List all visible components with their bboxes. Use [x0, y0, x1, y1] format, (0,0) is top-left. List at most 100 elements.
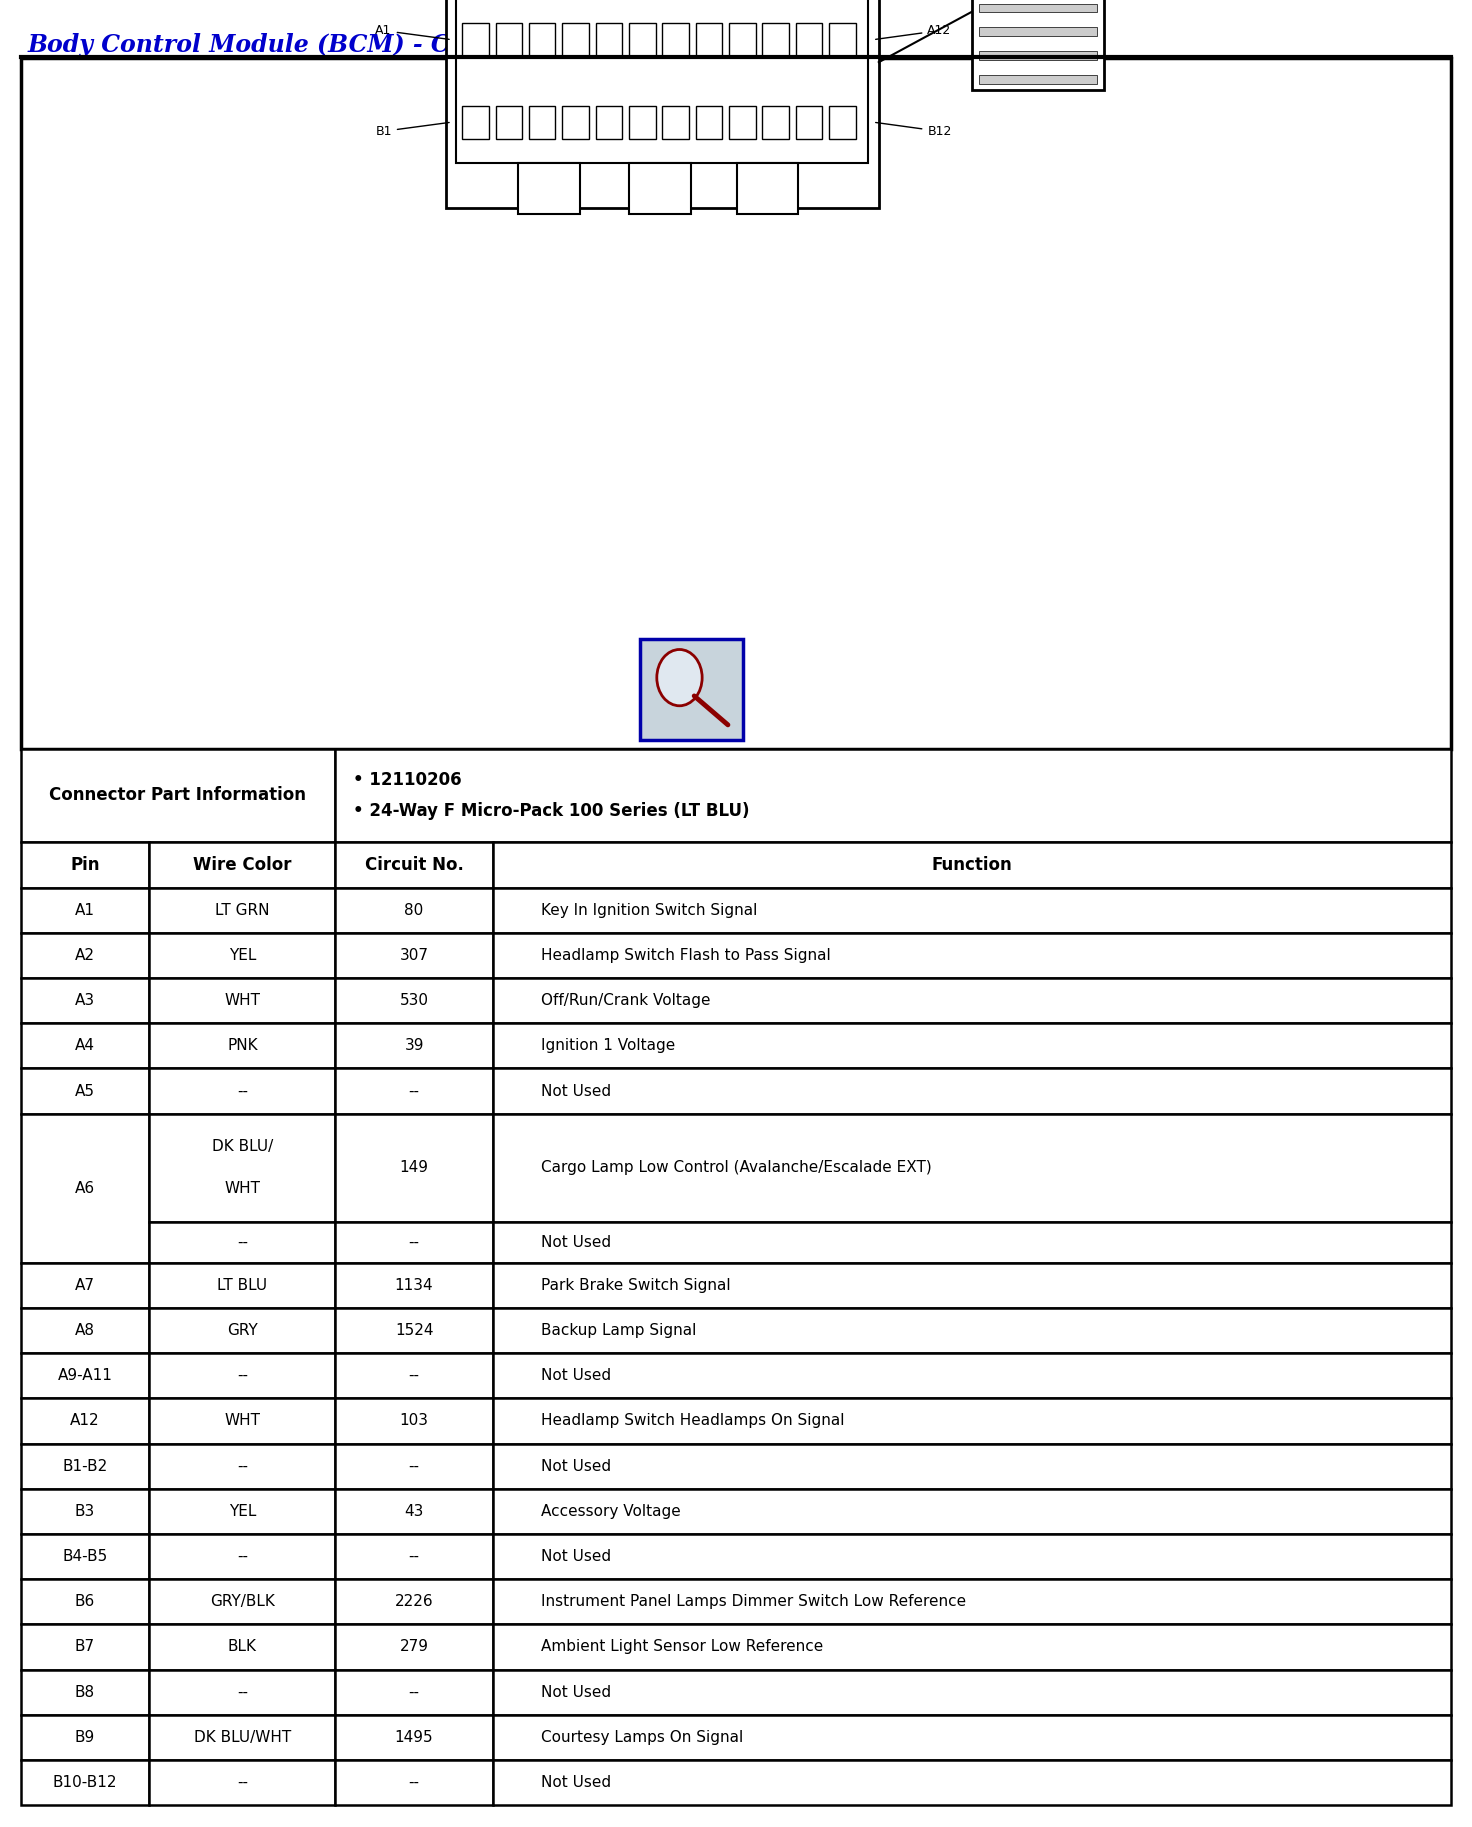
Text: • 12110206
• 24-Way F Micro-Pack 100 Series (LT BLU): • 12110206 • 24-Way F Micro-Pack 100 Ser…: [353, 771, 749, 820]
Bar: [21, 1670, 149, 1716]
Text: A1: A1: [75, 903, 96, 917]
Bar: [149, 1670, 336, 1716]
Bar: [762, 106, 789, 139]
Bar: [662, 24, 689, 57]
Text: YEL: YEL: [228, 1504, 256, 1518]
Bar: [336, 977, 493, 1023]
Bar: [149, 1023, 336, 1069]
Text: GRY/BLK: GRY/BLK: [210, 1595, 275, 1610]
Text: Accessory Voltage: Accessory Voltage: [540, 1504, 680, 1518]
Text: 530: 530: [399, 994, 428, 1009]
Bar: [493, 1069, 1451, 1114]
Bar: [493, 1579, 1451, 1624]
Bar: [496, 106, 523, 139]
Text: --: --: [409, 1458, 420, 1474]
Bar: [149, 1535, 336, 1579]
Bar: [796, 24, 823, 57]
Text: LT GRN: LT GRN: [215, 903, 269, 917]
Bar: [979, 51, 1097, 60]
Text: Not Used: Not Used: [540, 1458, 611, 1474]
Text: A12: A12: [71, 1414, 100, 1429]
Bar: [336, 1354, 493, 1398]
Bar: [629, 24, 655, 57]
Bar: [336, 1716, 493, 1759]
Text: --: --: [409, 1235, 420, 1250]
Bar: [446, 0, 879, 208]
Bar: [149, 1354, 336, 1398]
Bar: [336, 888, 493, 934]
Text: A7: A7: [75, 1277, 96, 1294]
Bar: [21, 1624, 149, 1670]
Text: --: --: [237, 1368, 247, 1383]
Bar: [21, 749, 336, 842]
Bar: [21, 58, 1451, 749]
Bar: [21, 1443, 149, 1489]
Text: Wire Color: Wire Color: [193, 855, 291, 873]
Bar: [21, 1308, 149, 1354]
Text: Not Used: Not Used: [540, 1549, 611, 1564]
Bar: [493, 1114, 1451, 1222]
Text: BLK: BLK: [228, 1639, 258, 1655]
Text: B1: B1: [375, 122, 449, 137]
Text: Not Used: Not Used: [540, 1368, 611, 1383]
Bar: [829, 24, 855, 57]
Bar: [696, 24, 723, 57]
Bar: [528, 106, 555, 139]
Text: B10-B12: B10-B12: [53, 1776, 118, 1790]
Bar: [493, 1023, 1451, 1069]
Bar: [149, 1398, 336, 1443]
Bar: [493, 1443, 1451, 1489]
Bar: [493, 1624, 1451, 1670]
Text: Headlamp Switch Headlamps On Signal: Headlamp Switch Headlamps On Signal: [540, 1414, 845, 1429]
Text: --: --: [409, 1684, 420, 1699]
Bar: [149, 1308, 336, 1354]
Bar: [149, 888, 336, 934]
Text: Courtesy Lamps On Signal: Courtesy Lamps On Signal: [540, 1730, 743, 1745]
Text: B12: B12: [876, 122, 952, 137]
Bar: [21, 1262, 149, 1308]
Text: Pin: Pin: [71, 855, 100, 873]
Bar: [336, 1443, 493, 1489]
Text: Headlamp Switch Flash to Pass Signal: Headlamp Switch Flash to Pass Signal: [540, 948, 830, 963]
Bar: [21, 1489, 149, 1535]
Bar: [456, 0, 868, 163]
Bar: [596, 24, 623, 57]
Text: A1: A1: [375, 24, 449, 40]
Bar: [496, 24, 523, 57]
Text: DK BLU/

WHT: DK BLU/ WHT: [212, 1140, 272, 1197]
Bar: [972, 0, 1104, 90]
Text: B7: B7: [75, 1639, 96, 1655]
Bar: [336, 1670, 493, 1716]
Bar: [336, 1624, 493, 1670]
Bar: [762, 24, 789, 57]
Bar: [662, 106, 689, 139]
Bar: [729, 24, 755, 57]
Bar: [462, 24, 489, 57]
Text: --: --: [237, 1776, 247, 1790]
Bar: [493, 1398, 1451, 1443]
Bar: [518, 163, 580, 214]
Bar: [21, 1398, 149, 1443]
Text: PNK: PNK: [227, 1038, 258, 1054]
Bar: [630, 163, 692, 214]
Bar: [21, 888, 149, 934]
Bar: [462, 106, 489, 139]
Text: A2: A2: [75, 948, 96, 963]
Bar: [493, 1716, 1451, 1759]
Text: --: --: [237, 1458, 247, 1474]
Bar: [979, 75, 1097, 84]
Text: 149: 149: [399, 1160, 428, 1175]
Bar: [562, 106, 589, 139]
Text: --: --: [409, 1368, 420, 1383]
Bar: [21, 1114, 149, 1262]
Bar: [336, 934, 493, 977]
Bar: [21, 1535, 149, 1579]
Text: 1524: 1524: [394, 1323, 433, 1337]
Bar: [336, 1308, 493, 1354]
Bar: [149, 1624, 336, 1670]
Text: B6: B6: [75, 1595, 96, 1610]
Bar: [493, 842, 1451, 888]
Text: Not Used: Not Used: [540, 1684, 611, 1699]
Text: 307: 307: [399, 948, 428, 963]
Bar: [336, 1489, 493, 1535]
